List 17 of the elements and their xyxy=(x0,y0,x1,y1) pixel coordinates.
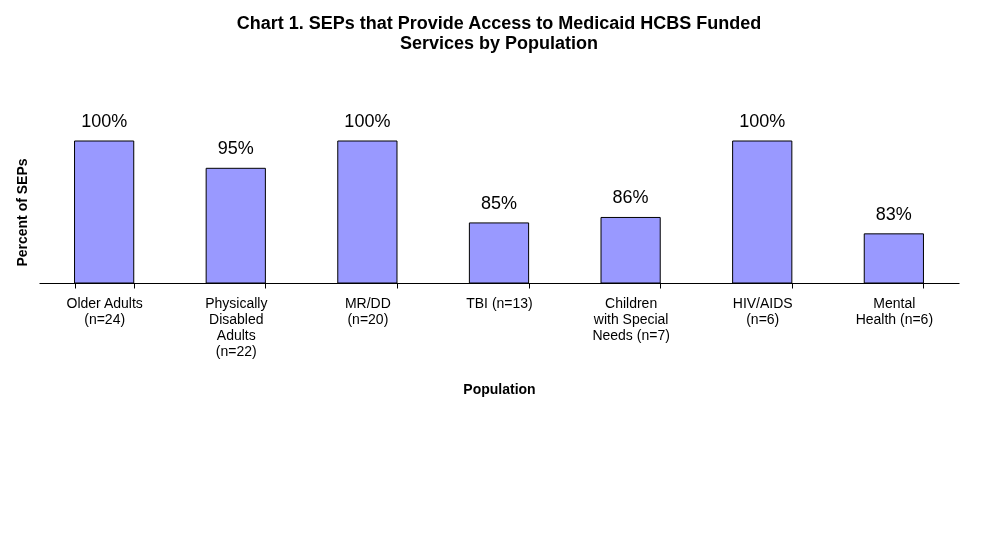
data-label: 85% xyxy=(480,192,518,213)
data-label: 95% xyxy=(217,138,254,159)
x-tick-label: Older Adults (n=24) xyxy=(66,294,143,327)
y-axis-title: Percent of SEPs xyxy=(13,158,30,267)
data-label: 100% xyxy=(739,111,786,131)
chart-title: Chart 1. SEPs that Provide Access to Medicaid HCBS Funded Services by Population xyxy=(236,13,762,53)
x-axis-title: Population xyxy=(463,380,536,397)
x-tick-label: Physically Disabled Adults (n=22) xyxy=(205,294,268,359)
data-label: 86% xyxy=(612,187,649,208)
x-tick-label: Children with Special Needs (n=7) xyxy=(592,294,670,343)
data-label: 83% xyxy=(875,203,912,224)
data-label: 100% xyxy=(344,111,391,131)
data-label: 100% xyxy=(81,111,128,131)
x-tick-label: Mental Health (n=6) xyxy=(855,294,934,327)
x-tick-label: MR/DD (n=20) xyxy=(344,294,391,327)
x-tick-label: TBI (n=13) xyxy=(466,294,533,311)
x-tick-label: HIV/AIDS (n=6) xyxy=(732,294,793,327)
